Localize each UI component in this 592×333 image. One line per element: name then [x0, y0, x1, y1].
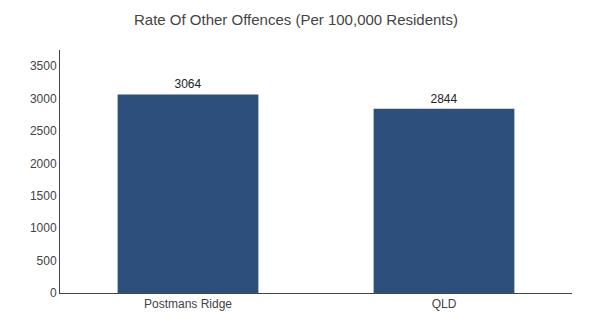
svg-text:Postmans Ridge: Postmans Ridge — [144, 297, 232, 311]
svg-text:Rate Of Other Offences (Per 10: Rate Of Other Offences (Per 100,000 Resi… — [134, 11, 458, 28]
svg-text:0: 0 — [50, 286, 57, 300]
svg-text:3064: 3064 — [174, 77, 201, 91]
svg-text:500: 500 — [37, 254, 57, 268]
svg-text:1500: 1500 — [30, 189, 57, 203]
svg-text:1000: 1000 — [30, 221, 57, 235]
svg-text:3500: 3500 — [30, 59, 57, 73]
svg-text:QLD: QLD — [432, 297, 457, 311]
svg-text:2844: 2844 — [430, 92, 457, 106]
svg-text:2500: 2500 — [30, 124, 57, 138]
svg-text:3000: 3000 — [30, 92, 57, 106]
svg-text:2000: 2000 — [30, 157, 57, 171]
